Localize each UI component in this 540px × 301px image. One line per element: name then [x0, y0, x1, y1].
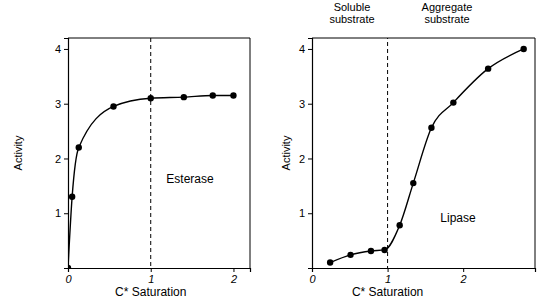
data-point: [181, 94, 187, 100]
x-tick-label: 1: [385, 273, 391, 285]
x-axis-line: [313, 269, 536, 273]
x-axis-title: C* Saturation: [115, 285, 186, 299]
x-tick-label: 0: [65, 273, 72, 285]
chart-panel: 0 1 2 1 2 3 4 C* Saturation Activity Solublesubst…: [280, 0, 536, 299]
y-tick-label: 3: [55, 98, 61, 110]
y-tick: 2: [299, 152, 312, 164]
data-point: [76, 144, 82, 150]
y-tick-label: 1: [55, 207, 61, 219]
y-tick-label: 2: [299, 152, 305, 164]
y-tick: 3: [55, 98, 68, 110]
x-tick-label: 2: [230, 273, 237, 285]
y-tick-label: 4: [55, 43, 61, 55]
y-tick-label: 3: [299, 98, 305, 110]
x-tick-mark: [233, 268, 234, 272]
x-tick-mark: [151, 268, 152, 272]
data-point: [210, 92, 216, 98]
data-point: [230, 92, 236, 98]
data-point: [68, 265, 71, 268]
data-point: [148, 95, 154, 101]
annotation: Solublesubstrate: [329, 1, 374, 25]
y-tick-mark: [64, 104, 68, 105]
x-tick-label: 2: [460, 273, 467, 285]
annotation: Aggregatesubstrate: [422, 1, 473, 25]
x-axis: 0 1 2: [309, 268, 535, 285]
x-tick: 1: [385, 268, 391, 285]
x-axis: 0 1 2: [65, 268, 250, 285]
data-point: [347, 252, 353, 258]
x-tick-label: 1: [148, 273, 154, 285]
y-tick: 4: [55, 43, 68, 55]
chart-panel: 0 1 2 1 2 3 4 C* Saturation Activity Esterase: [12, 38, 251, 299]
data-line: [330, 49, 524, 263]
data-line: [68, 96, 233, 269]
x-tick: 0: [65, 268, 72, 285]
y-tick-mark: [308, 49, 312, 50]
y-tick: 1: [55, 207, 68, 219]
y-tick-mark: [64, 49, 68, 50]
y-axis: 1 2 3 4: [55, 39, 69, 269]
y-tick: 1: [299, 207, 312, 219]
y-tick-mark: [64, 213, 68, 214]
x-tick: 0: [309, 268, 316, 285]
data-point: [410, 180, 416, 186]
data-point: [520, 46, 526, 52]
x-tick-mark: [388, 268, 389, 272]
y-tick: 2: [55, 152, 68, 164]
plot-frame: [68, 38, 250, 268]
y-axis-line: [64, 39, 69, 269]
data-point: [368, 248, 374, 254]
y-tick-mark: [64, 158, 68, 159]
y-tick-mark: [308, 158, 312, 159]
x-axis-title: C* Saturation: [352, 285, 423, 299]
data-point: [428, 125, 434, 131]
plot-frame: [312, 38, 535, 268]
plot-area: [68, 38, 237, 268]
x-tick: 2: [230, 268, 237, 285]
y-tick-label: 4: [299, 43, 305, 55]
data-point: [396, 222, 402, 228]
data-point: [485, 65, 491, 71]
y-axis-title: Activity: [12, 135, 24, 170]
y-axis: 1 2 3 4: [299, 39, 313, 269]
x-axis-line: [69, 269, 251, 273]
y-tick: 3: [299, 98, 312, 110]
data-point: [381, 247, 387, 253]
data-point: [450, 99, 456, 105]
saturation-line: [387, 38, 388, 268]
annotation: Lipase: [440, 211, 476, 225]
figure: 0121234C* SaturationActivityEsterase0121…: [0, 0, 540, 301]
x-tick: 2: [460, 268, 467, 285]
y-tick-label: 1: [299, 207, 305, 219]
y-tick: 4: [299, 43, 312, 55]
y-axis-line: [308, 39, 313, 269]
saturation-line: [150, 38, 151, 268]
y-tick-mark: [308, 213, 312, 214]
data-point: [69, 194, 75, 200]
y-tick-label: 2: [55, 152, 61, 164]
y-axis-title: Activity: [280, 135, 292, 170]
annotation: Esterase: [166, 172, 214, 186]
data-point: [110, 103, 116, 109]
x-tick-label: 0: [309, 273, 316, 285]
x-tick: 1: [148, 268, 154, 285]
x-tick-mark: [463, 268, 464, 272]
data-point: [327, 259, 333, 265]
plot-area: [327, 38, 527, 268]
y-tick-mark: [308, 104, 312, 105]
